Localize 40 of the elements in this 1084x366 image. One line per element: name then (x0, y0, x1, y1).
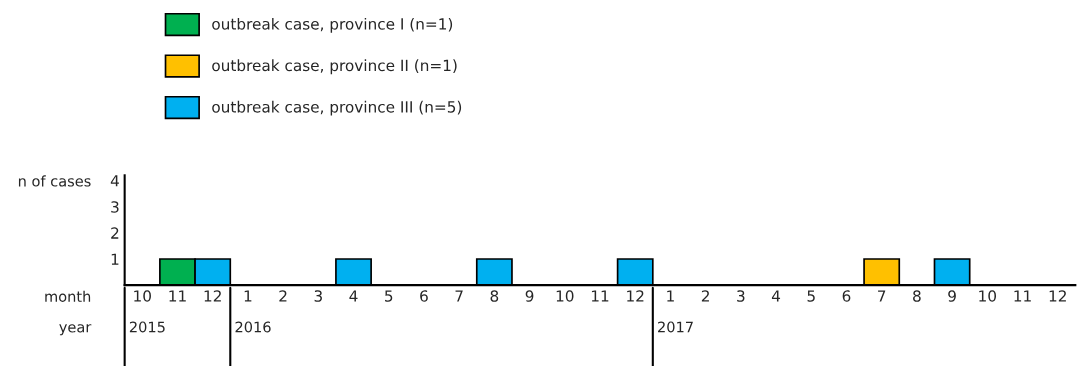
x-tick-label: 4 (349, 290, 358, 302)
text: year (59, 324, 92, 336)
x-tick-label: 2 (701, 290, 709, 302)
x-tick-label: 12 (204, 290, 221, 302)
x-tick-label: 9 (525, 290, 534, 302)
y-tick-label: 3 (111, 201, 119, 213)
text: 2017 (658, 321, 693, 333)
text: 2016 (235, 321, 271, 333)
x-tick-label: 2 (279, 290, 287, 302)
x-tick-label: 5 (385, 290, 393, 302)
x-tick-label: 3 (314, 290, 322, 302)
x-tick-label: 12 (627, 290, 644, 302)
text: month (45, 290, 91, 302)
x-tick-label: 11 (591, 290, 609, 302)
legend-label: outbreak case, province I (n=1) (212, 17, 453, 33)
x-tick-label: 8 (490, 290, 499, 302)
x-tick-label: 10 (556, 290, 574, 302)
legend-label: outbreak case, province II (n=1) (212, 59, 457, 75)
legend-label: outbreak case, province III (n=5) (212, 100, 462, 116)
x-tick-label: 6 (842, 290, 851, 302)
x-tick-label: 11 (1014, 290, 1031, 302)
x-tick-label: 7 (455, 290, 463, 302)
x-tick-label: 11 (169, 290, 186, 302)
x-tick-label: 1 (667, 290, 674, 302)
y-tick-label: 4 (110, 175, 119, 187)
text: 2015 (129, 321, 165, 333)
x-tick-label: 5 (807, 290, 815, 302)
y-axis-title: n of cases (18, 175, 91, 187)
x-tick-label: 12 (1049, 290, 1066, 302)
x-tick-label: 10 (134, 290, 151, 302)
y-tick-label: 2 (111, 227, 119, 239)
x-tick-label: 7 (878, 290, 886, 302)
x-tick-label: 8 (913, 290, 921, 302)
x-tick-label: 9 (948, 290, 956, 302)
x-tick-label: 6 (420, 290, 428, 302)
x-tick-label: 4 (771, 290, 781, 302)
y-tick-label: 1 (111, 253, 119, 265)
x-tick-label: 10 (979, 290, 997, 302)
x-tick-label: 3 (737, 290, 745, 302)
x-tick-label: 1 (244, 290, 252, 302)
